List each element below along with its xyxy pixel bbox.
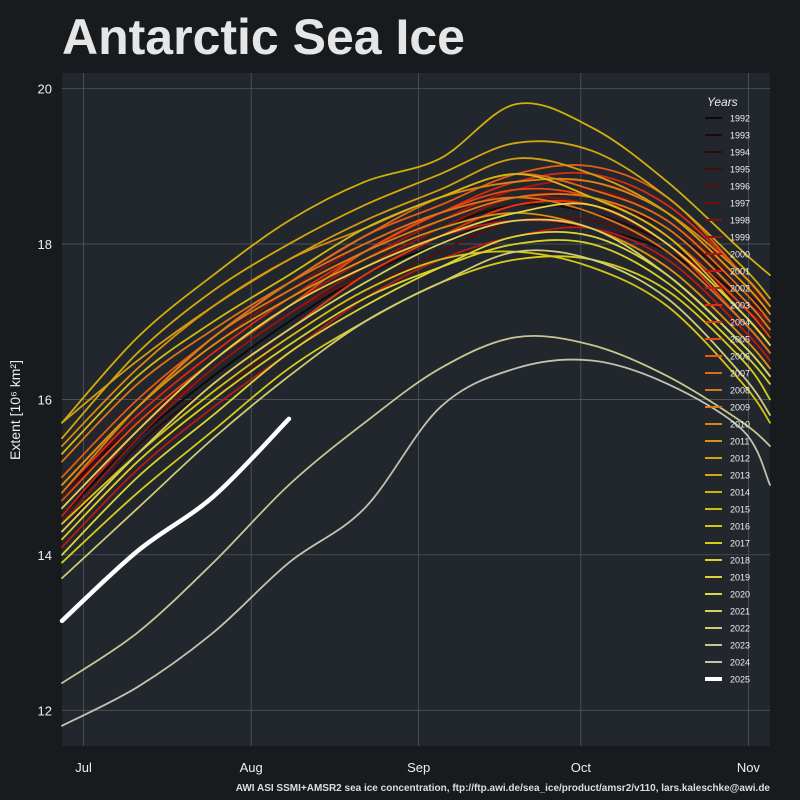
legend-label-2024: 2024 <box>730 658 750 668</box>
series-line-2022 <box>61 249 771 580</box>
legend-label-1993: 1993 <box>730 131 750 141</box>
legend-label-2010: 2010 <box>730 420 750 430</box>
legend-label-2012: 2012 <box>730 454 750 464</box>
series-line-2021 <box>61 218 771 533</box>
legend-label-2001: 2001 <box>730 267 750 277</box>
series-line-2025 <box>59 416 292 624</box>
y-tick-label: 18 <box>38 237 52 252</box>
legend-label-2019: 2019 <box>730 573 750 583</box>
series-line-2015 <box>61 173 771 455</box>
source-credit: AWI ASI SSMI+AMSR2 sea ice concentration… <box>235 783 770 794</box>
legend-label-2020: 2020 <box>730 590 750 600</box>
x-tick-label: Nov <box>737 760 761 775</box>
legend-label-2021: 2021 <box>730 607 750 617</box>
legend-label-2000: 2000 <box>730 250 750 260</box>
legend-label-2015: 2015 <box>730 505 750 515</box>
legend-label-2004: 2004 <box>730 318 750 328</box>
legend-label-2008: 2008 <box>730 386 750 396</box>
page-title: Antarctic Sea Ice <box>62 9 465 65</box>
series-line-2011 <box>61 211 771 486</box>
series-line-2009 <box>61 193 771 494</box>
legend-label-2002: 2002 <box>730 284 750 294</box>
legend-title: Years <box>707 95 738 109</box>
x-tick-label: Oct <box>571 760 592 775</box>
series-line-2023 <box>61 334 771 684</box>
legend-label-2025: 2025 <box>730 675 750 685</box>
series-line-2016 <box>61 250 771 525</box>
legend-label-2018: 2018 <box>730 556 750 566</box>
legend: 1992 1993 1994 1995 1996 1997 1998 1999 2000 2001… <box>705 95 750 685</box>
series-line-2020 <box>61 202 771 510</box>
legend-label-2014: 2014 <box>730 488 750 498</box>
series-line-1992 <box>61 219 771 517</box>
grid <box>62 73 770 746</box>
legend-label-2022: 2022 <box>730 624 750 634</box>
legend-label-2006: 2006 <box>730 352 750 362</box>
legend-label-2023: 2023 <box>730 641 750 651</box>
legend-label-2009: 2009 <box>730 403 750 413</box>
legend-label-2013: 2013 <box>730 471 750 481</box>
series-line-2014 <box>61 102 771 424</box>
series-line-2024 <box>61 358 771 727</box>
legend-label-2017: 2017 <box>730 539 750 549</box>
series-line-2008 <box>61 196 771 463</box>
legend-label-1996: 1996 <box>730 182 750 192</box>
legend-label-1995: 1995 <box>730 165 750 175</box>
legend-label-1998: 1998 <box>730 216 750 226</box>
legend-label-1992: 1992 <box>730 114 750 124</box>
x-tick-label: Aug <box>240 760 263 775</box>
series-line-2013 <box>61 140 771 440</box>
series-line-2012 <box>61 157 771 424</box>
y-tick-label: 20 <box>38 82 52 97</box>
x-tick-label: Jul <box>75 760 92 775</box>
legend-label-1999: 1999 <box>730 233 750 243</box>
series-lines <box>59 102 771 727</box>
axes: 12 14 16 18 20 Jul Aug Sep Oct Nov <box>38 82 761 775</box>
legend-label-2007: 2007 <box>730 369 750 379</box>
legend-label-2005: 2005 <box>730 335 750 345</box>
y-tick-label: 12 <box>38 703 52 718</box>
x-tick-label: Sep <box>407 760 430 775</box>
legend-label-2016: 2016 <box>730 522 750 532</box>
y-axis-label: Extent [10⁶ km²] <box>7 360 23 460</box>
y-tick-label: 14 <box>38 548 52 563</box>
y-tick-label: 16 <box>38 392 52 407</box>
series-line-2001 <box>61 226 771 548</box>
legend-label-1994: 1994 <box>730 148 750 158</box>
plot-area <box>62 73 770 746</box>
legend-label-2003: 2003 <box>730 301 750 311</box>
legend-label-2011: 2011 <box>730 437 749 447</box>
legend-label-1997: 1997 <box>730 199 750 209</box>
